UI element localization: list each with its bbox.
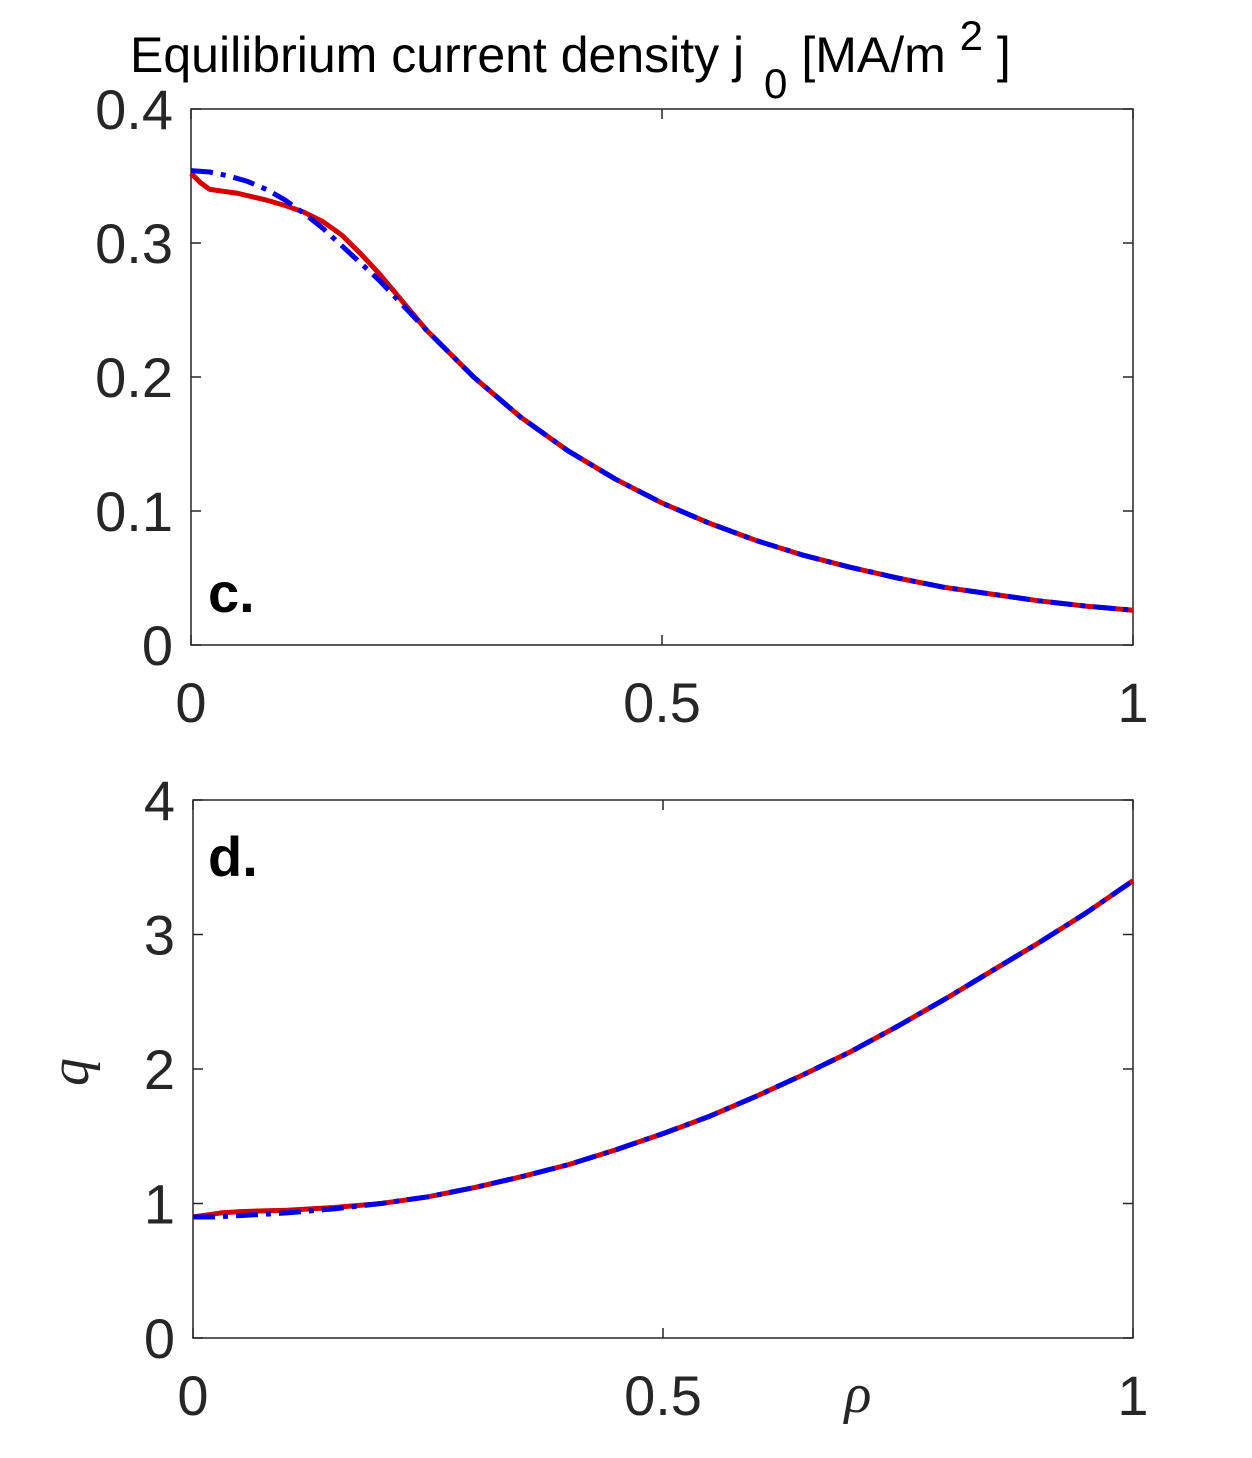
y-tick-label: 0.1: [95, 480, 173, 543]
series-line-blue-dashdot: [190, 168, 1134, 613]
y-tick-label: 0: [144, 1307, 175, 1370]
plot-area-box: [190, 108, 1134, 646]
panel-c-current-density: 0 0.5 1 0 0.1 0.2 0.3 0.4 c.: [95, 78, 1148, 734]
y-tick-label: 0.2: [95, 346, 173, 409]
chart-title: Equilibrium current density j 0 [MA/m 2 …: [130, 5, 1011, 109]
panel-d-safety-factor: 0 0.5 1 0 1 2 3 4 d. ρ q: [39, 769, 1149, 1427]
plot-area-box: [192, 799, 1134, 1339]
x-tick-label: 1: [1117, 671, 1148, 734]
y-tick-label: 0.4: [95, 78, 173, 141]
x-tick-label: 0.5: [623, 671, 701, 734]
x-tick-label: 0: [175, 671, 206, 734]
y-tick-label: 0.3: [95, 212, 173, 275]
x-axis-label: ρ: [843, 1363, 872, 1425]
x-tick-label: 0: [177, 1364, 208, 1427]
y-tick-label: 0: [142, 614, 173, 677]
y-axis-label: q: [39, 1058, 101, 1086]
y-tick-label: 4: [144, 769, 175, 832]
y-tick-label: 2: [144, 1038, 175, 1101]
y-tick-label: 3: [144, 904, 175, 967]
series-line-blue-dashdot: [193, 878, 1135, 1220]
x-tick-label: 1: [1117, 1364, 1148, 1427]
series-line-red-solid: [192, 878, 1135, 1220]
title-unit-sup: 2: [960, 12, 983, 59]
title-subscript: 0: [764, 60, 787, 107]
title-main: Equilibrium current density j: [130, 27, 744, 83]
title-unit-prefix: [MA/m: [801, 27, 945, 83]
panel-label: d.: [208, 825, 258, 888]
y-tick-label: 1: [144, 1173, 175, 1236]
title-unit-suffix: ]: [997, 27, 1011, 83]
panel-label: c.: [208, 561, 255, 624]
x-tick-label: 0.5: [624, 1364, 702, 1427]
